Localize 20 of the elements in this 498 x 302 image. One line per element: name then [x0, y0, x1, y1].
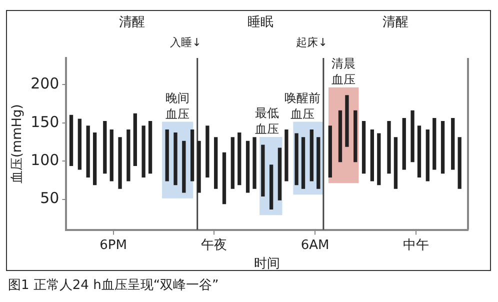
x-axis-title: 时间: [254, 256, 280, 272]
text: 清醒: [382, 15, 409, 30]
y-tick-label: 200: [30, 74, 60, 93]
x-tick-label: 6AM: [300, 238, 330, 253]
text: 图1 正常人24 h血压呈现“双峰一谷”: [8, 277, 219, 294]
band-label: 唤醒前血压: [284, 90, 320, 121]
y-tick-label: 50: [40, 189, 60, 208]
y-tick-label: 150: [30, 112, 60, 131]
text: 清醒: [118, 15, 145, 30]
x-tick-label: 中午: [402, 238, 429, 253]
y-tick-label: 100: [30, 150, 60, 169]
ref-line-label: 入睡↓: [170, 36, 202, 49]
x-tick-label: 6PM: [100, 238, 127, 253]
band-label: 最低血压: [255, 106, 280, 136]
y-axis-title: 血压(mmHg): [10, 104, 26, 184]
band-label: 清晨血压: [332, 56, 356, 86]
text: 睡眠: [247, 15, 274, 30]
band-label: 晚间血压: [166, 90, 190, 121]
x-tick-label: 午夜: [201, 236, 228, 253]
ref-line-label: 起床↓: [296, 36, 328, 49]
